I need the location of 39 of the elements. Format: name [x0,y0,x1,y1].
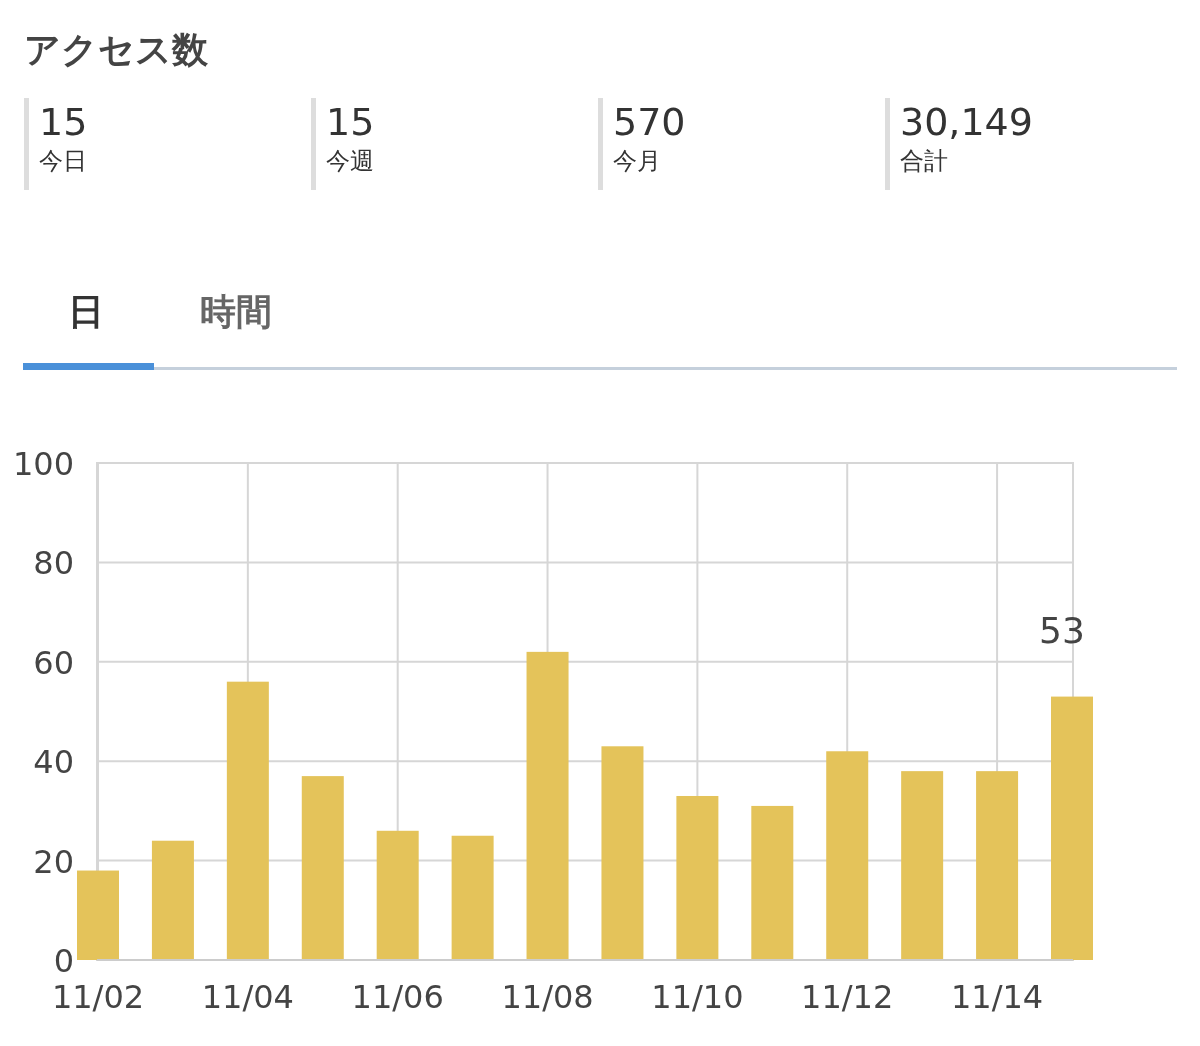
y-tick-label: 80 [33,544,74,583]
bar [1051,696,1093,960]
x-tick-label: 11/04 [201,978,294,1016]
y-tick-label: 100 [12,445,74,483]
y-tick-label: 40 [33,743,74,782]
x-tick-label: 11/10 [651,978,744,1016]
bar [451,835,494,960]
x-tick-label: 11/12 [801,978,894,1016]
text: 今日 [39,146,88,176]
text: アクセス数 [24,28,208,72]
bar [901,771,944,960]
y-tick-label: 60 [33,643,74,682]
y-tick-label: 20 [33,842,74,881]
bar [976,771,1019,960]
text: 570 [613,99,686,146]
bar [376,830,419,960]
x-tick-label: 11/06 [351,978,444,1016]
text: 15 [326,99,375,146]
bar [826,751,869,960]
bar [676,795,719,960]
text: 時間 [200,290,272,334]
x-tick-label: 11/14 [950,978,1044,1016]
bar [151,840,194,960]
y-tick-label: 0 [53,942,74,980]
text: 合計 [900,146,949,176]
bar [526,651,569,960]
bar [226,681,269,960]
bar [751,805,794,960]
text: 今月 [613,146,662,176]
x-tick-label: 11/02 [51,978,145,1016]
x-tick-label: 11/08 [501,978,594,1016]
text: 15 [39,99,88,146]
bar [601,746,644,960]
bar [301,776,344,960]
text: 今週 [326,146,375,176]
text: 30,149 [900,99,1033,146]
bar [77,870,119,960]
text: 日 [68,290,104,334]
data-label: 53 [1039,609,1085,651]
